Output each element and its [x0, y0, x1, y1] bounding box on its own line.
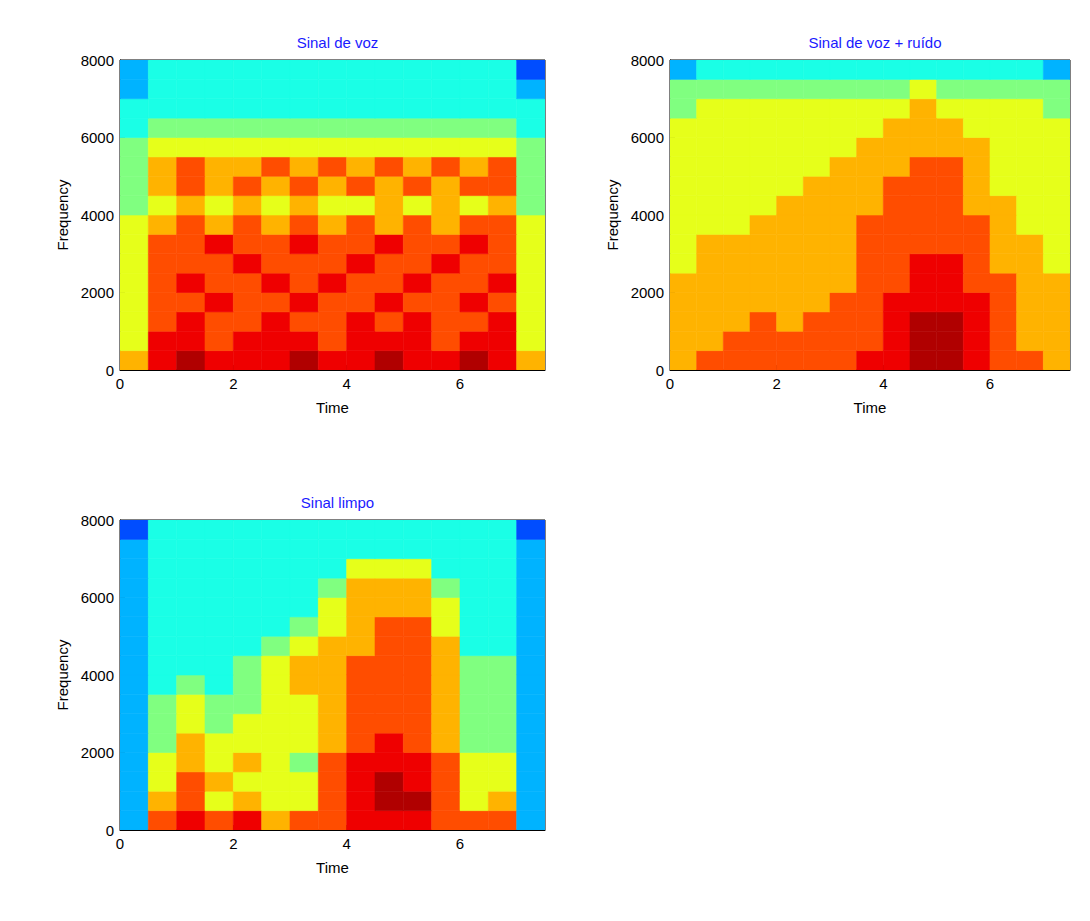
svg-text:8000: 8000: [81, 52, 114, 69]
svg-text:2000: 2000: [631, 284, 664, 301]
svg-text:6: 6: [456, 375, 464, 392]
svg-text:4000: 4000: [631, 207, 664, 224]
svg-text:2000: 2000: [81, 744, 114, 761]
svg-text:2000: 2000: [81, 284, 114, 301]
svg-text:Time: Time: [854, 399, 887, 416]
svg-text:Time: Time: [316, 399, 349, 416]
svg-text:0: 0: [116, 835, 124, 852]
svg-text:6: 6: [456, 835, 464, 852]
svg-text:Frequency: Frequency: [54, 639, 71, 710]
svg-text:Sinal de voz: Sinal de voz: [297, 34, 379, 51]
svg-text:8000: 8000: [631, 52, 664, 69]
svg-text:2: 2: [229, 375, 237, 392]
svg-text:6: 6: [986, 375, 994, 392]
svg-text:6000: 6000: [631, 129, 664, 146]
svg-text:0: 0: [106, 362, 114, 379]
svg-text:4000: 4000: [81, 207, 114, 224]
svg-text:8000: 8000: [81, 512, 114, 529]
svg-text:Frequency: Frequency: [604, 179, 621, 250]
svg-text:2: 2: [229, 835, 237, 852]
svg-text:0: 0: [666, 375, 674, 392]
svg-text:0: 0: [116, 375, 124, 392]
svg-text:Sinal limpo: Sinal limpo: [301, 494, 374, 511]
svg-text:Time: Time: [316, 859, 349, 876]
svg-text:2: 2: [772, 375, 780, 392]
svg-text:6000: 6000: [81, 589, 114, 606]
svg-text:4: 4: [879, 375, 887, 392]
svg-text:Sinal de voz + ruído: Sinal de voz + ruído: [808, 34, 941, 51]
svg-text:0: 0: [106, 822, 114, 839]
svg-text:Frequency: Frequency: [54, 179, 71, 250]
svg-text:0: 0: [656, 362, 664, 379]
svg-text:6000: 6000: [81, 129, 114, 146]
svg-text:4: 4: [342, 835, 350, 852]
svg-text:4: 4: [342, 375, 350, 392]
svg-text:4000: 4000: [81, 667, 114, 684]
